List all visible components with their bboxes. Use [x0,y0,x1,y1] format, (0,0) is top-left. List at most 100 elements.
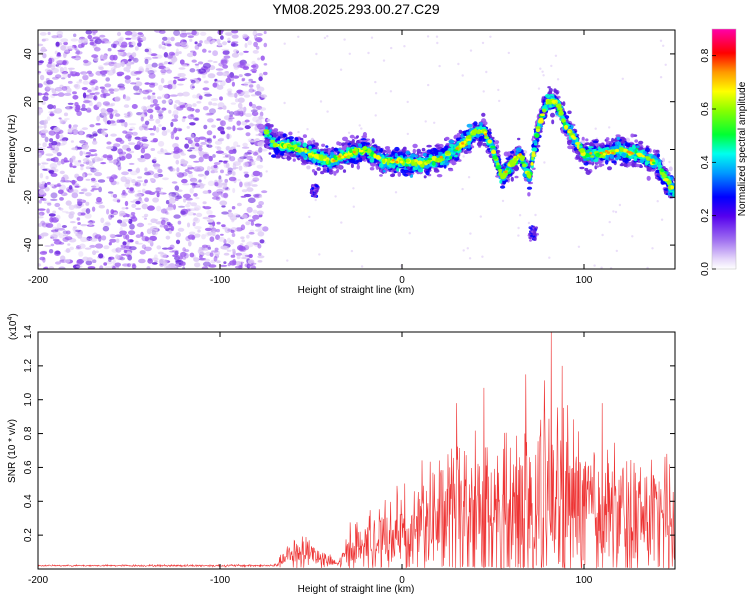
spectrogram-noise-cell [230,229,235,234]
spectrogram-noise-cell [253,41,258,48]
spectrogram-noise-cell [162,177,169,181]
spectrogram-noise-cell [58,117,62,120]
spectrogram-noise-cell [76,265,83,268]
spectrogram-noise-cell [145,69,149,73]
spectrogram-noise-cell [217,107,224,110]
spectrogram-noise-cell [160,219,166,226]
spectrogram-speckle [489,35,492,38]
spectrogram-noise-cell [124,121,128,128]
spectrogram-noise-cell [81,103,86,110]
spectrogram-noise-cell [51,63,56,68]
spectrogram-noise-cell [72,126,78,131]
spectrogram-noise-cell [248,160,257,163]
spectrogram-noise-cell [220,233,224,236]
spectrogram-noise-cell [250,94,257,97]
spectrogram-speckle [612,210,615,213]
spectrogram-speckle [326,110,329,113]
spectrogram-noise-cell [147,108,154,114]
spectrogram-noise-cell [38,216,44,219]
spectrogram-noise-cell [54,50,58,55]
spectrogram-noise-cell [52,230,61,236]
spectrogram-noise-cell [82,256,89,262]
spectrogram-noise-cell [173,104,177,110]
spectrogram-noise-cell [250,221,255,226]
spectrogram-noise-cell [49,216,54,223]
spectrogram-noise-cell [235,214,241,218]
spectrogram-noise-cell [214,250,220,256]
spectrogram-ridge-cell [359,157,363,163]
spectrogram-noise-cell [101,235,107,241]
spectrogram-noise-cell [194,233,201,238]
spectrogram-noise-cell [258,201,264,206]
spectrogram-speckle [348,52,351,55]
spectrogram-noise-cell [175,263,180,266]
spectrogram-speckle [406,132,409,136]
spectrogram-noise-cell [55,59,64,64]
spectrogram-noise-cell [215,68,224,71]
spectrogram-noise-cell [220,131,226,135]
spectrogram-noise-cell [105,77,110,82]
spectrogram-noise-cell [61,71,69,75]
spectrogram-noise-cell [246,234,250,239]
spectrogram-noise-cell [80,107,88,111]
spectrogram-noise-cell [186,125,190,129]
spectrogram-speckle [468,257,472,260]
spectrogram-noise-cell [173,114,179,119]
spectrogram-noise-cell [128,162,135,165]
spectrogram-noise-cell [177,205,186,208]
spectrogram-noise-cell [171,113,176,117]
spectrogram-noise-cell [169,168,176,172]
spectrogram-ridge-cell [579,166,585,170]
spectrogram-noise-cell [166,69,173,74]
spectrogram-noise-cell [143,127,149,131]
spectrogram-noise-cell [86,70,93,75]
spectrogram-noise-cell [147,239,153,244]
spectrogram-noise-cell [60,45,66,51]
spectrogram-noise-cell [156,245,162,250]
spectrogram-noise-cell [236,127,244,131]
spectrogram-noise-cell [86,133,93,138]
spectrogram-noise-cell [258,252,262,256]
spectrogram-noise-cell [226,126,232,130]
spectrogram-noise-cell [136,112,142,116]
spectrogram-ridge-cell [581,136,585,142]
spectrogram-ridge-cell [488,128,492,132]
spectrogram-noise-cell [117,219,123,224]
spectrogram-noise-cell [206,139,211,142]
spectrogram-noise-cell [174,197,179,201]
spectrogram-noise-cell [233,213,239,217]
spectrogram-noise-cell [108,160,115,164]
spectrogram-noise-cell [107,256,112,262]
spectrogram-noise-cell [89,92,96,96]
spectrogram-speckle [297,35,300,38]
spectrogram-noise-cell [257,231,265,237]
spectrogram-noise-cell [110,133,117,137]
spectrogram-noise-cell [44,68,52,73]
spectrogram-speckle [662,44,665,47]
spectrogram-noise-cell [216,118,221,121]
spectrogram-noise-cell [129,187,134,191]
spectrogram-noise-cell [96,115,101,122]
spectrogram-noise-cell [214,247,219,251]
spectrogram-noise-cell [147,205,155,211]
spectrogram-noise-cell [221,211,229,215]
spectrogram-noise-cell [38,92,41,96]
spectrogram-ridge-cell [527,192,531,197]
spectrogram-noise-cell [130,216,138,222]
spectrogram-noise-cell [221,224,226,228]
spectrogram-noise-cell [255,157,261,161]
spectrogram-noise-cell [81,42,85,48]
spectrogram-noise-cell [196,165,203,171]
spectrogram-noise-cell [133,199,141,202]
spectrogram-noise-cell [148,128,154,131]
spectrogram-noise-cell [207,59,213,63]
spectrogram-noise-cell [198,68,207,74]
spectrogram-noise-cell [219,264,228,267]
spectrogram-noise-cell [248,219,256,222]
spectrogram-noise-cell [204,227,212,232]
spectrogram-noise-cell [72,189,79,194]
spectrogram-noise-cell [167,99,172,103]
spectrogram-noise-cell [126,187,130,190]
spectrogram-noise-cell [195,197,200,200]
